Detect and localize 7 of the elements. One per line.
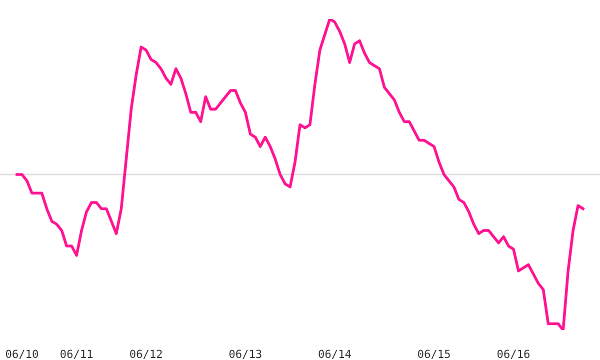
x-tick-label: 06/16 [497,350,530,359]
x-tick-label: 06/11 [60,350,93,359]
x-tick-label: 06/15 [418,350,450,359]
x-tick-label: 06/10 [6,350,38,359]
x-tick-label: 06/12 [130,350,162,359]
x-tick-label: 06/14 [318,350,351,359]
x-tick-label: 06/13 [229,350,262,359]
